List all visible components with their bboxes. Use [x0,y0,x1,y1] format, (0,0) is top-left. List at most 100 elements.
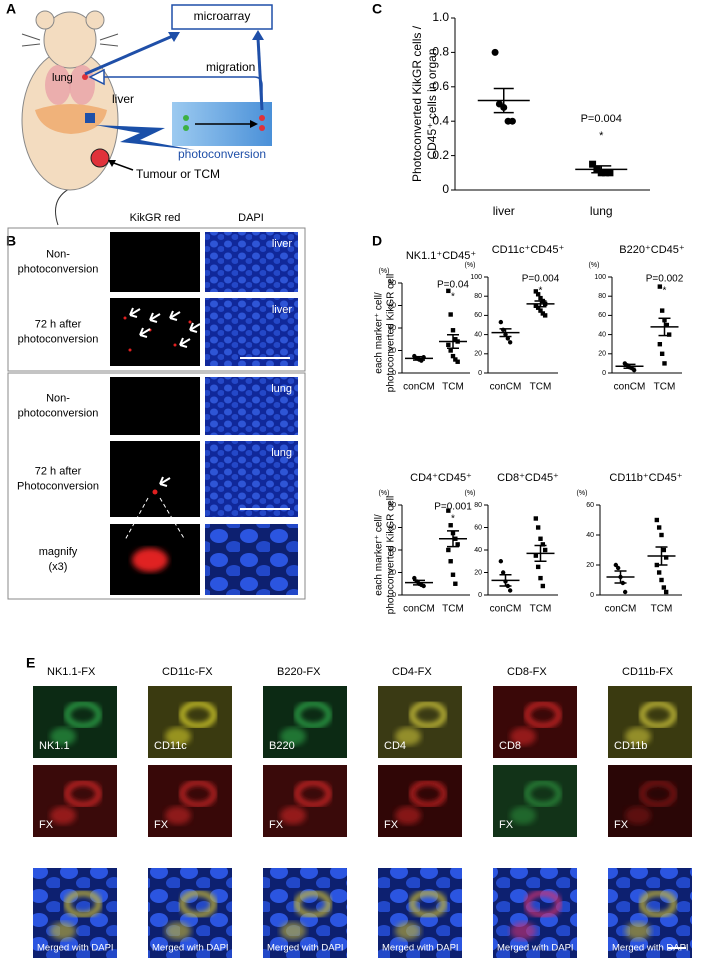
data-point [615,565,621,571]
data-point [448,523,453,528]
data-point [533,553,539,558]
column-header: CD11b-FX [622,666,674,678]
y-tick-label: 60 [474,312,482,319]
data-point [663,555,669,560]
annotation: * [663,286,667,297]
image-label: B220 [269,740,295,752]
data-point [542,313,548,318]
row-label: 72 h after [35,318,82,330]
cell [409,890,447,918]
data-point [453,357,458,362]
micrograph [205,377,298,435]
chart-title: CD8⁺CD45⁺ [497,472,559,484]
data-point [664,322,670,328]
cell [395,806,421,825]
unit-label: (%) [379,268,390,275]
cell [179,780,217,808]
annotation: * [451,514,455,525]
row-label: photoconversion [18,333,99,345]
cell [395,727,421,746]
y-tick-label: 100 [470,274,482,281]
y-tick-label: 0 [478,592,482,599]
data-point [538,295,543,301]
y-axis-label: Photoconverted KikGR cells / [410,25,424,182]
y-tick-label: 0 [478,370,482,377]
data-point [455,359,460,364]
data-point [446,547,451,553]
row-label: Non- [46,392,70,404]
organ-label: liver [272,304,293,316]
x-tick-label: TCM [442,604,464,615]
data-point [663,589,669,595]
panel-frame [7,372,306,600]
annotation: P=0.004 [522,274,560,285]
y-axis-label: CD45⁺ cells in organ [425,48,439,159]
row-label: photoconversion [18,407,99,419]
data-point [535,525,541,530]
x-tick-label: conCM [614,382,646,393]
data-point [498,559,504,564]
diagram-label: photoconversion [178,147,266,161]
data-point [540,542,546,547]
data-point [654,517,660,523]
image-label: Merged with DAPI [152,943,229,954]
arrow [159,476,171,487]
x-tick-label: conCM [605,604,637,615]
cell [409,780,447,808]
data-point [446,288,451,294]
chart-title: B220⁺CD45⁺ [619,244,685,256]
micrograph-grid: Non-photoconversion liver 72 h after photoc… [17,232,298,595]
y-tick-label: 40 [388,325,396,332]
y-tick-label: 20 [598,351,606,358]
y-tick-label: 20 [388,569,396,576]
cell [625,727,651,746]
data-point [453,581,458,586]
row-label: (x3) [49,561,68,573]
image-label: FX [39,819,54,831]
y-tick-label: 80 [388,502,396,509]
data-point [538,536,543,541]
unit-label: (%) [465,262,476,269]
data-point [455,542,460,547]
y-tick-label: 60 [586,502,594,509]
data-point [661,585,667,590]
x-tick-label: conCM [490,382,522,393]
y-tick-label: 80 [388,280,396,287]
data-point [453,337,458,342]
y-tick-label: 0 [602,370,606,377]
image-label: FX [384,819,399,831]
x-tick-label: TCM [442,382,464,393]
arrow [169,310,181,321]
cell [639,890,677,918]
micrograph [205,441,298,517]
annotation: * [599,130,604,142]
cell [280,922,306,940]
diagram-label: migration [206,60,255,74]
chart-title: CD11b⁺CD45⁺ [609,472,682,484]
data-point [613,562,619,568]
cell [524,780,562,808]
image-label: CD8 [499,740,521,752]
arrow [179,337,191,348]
y-tick-label: 40 [598,331,606,338]
image-label: FX [154,819,169,831]
data-point [450,572,456,577]
y-tick-label: 40 [474,331,482,338]
image-label: Merged with DAPI [37,943,114,954]
x-tick-label: TCM [651,604,673,615]
diagram-label: Tumour or TCM [136,167,220,181]
annotation: * [451,292,455,303]
y-tick-label: 40 [388,547,396,554]
y-tick-label: 60 [474,524,482,531]
unit-label: (%) [465,490,476,497]
chart-title: CD4⁺CD45⁺ [410,472,472,484]
y-tick-label: 0 [590,592,594,599]
arrow [189,322,201,333]
data-point [507,340,513,345]
magnify-line [124,497,186,541]
y-tick-label: 40 [474,547,482,554]
x-tick-label: liver [493,204,515,218]
data-point [657,284,663,289]
